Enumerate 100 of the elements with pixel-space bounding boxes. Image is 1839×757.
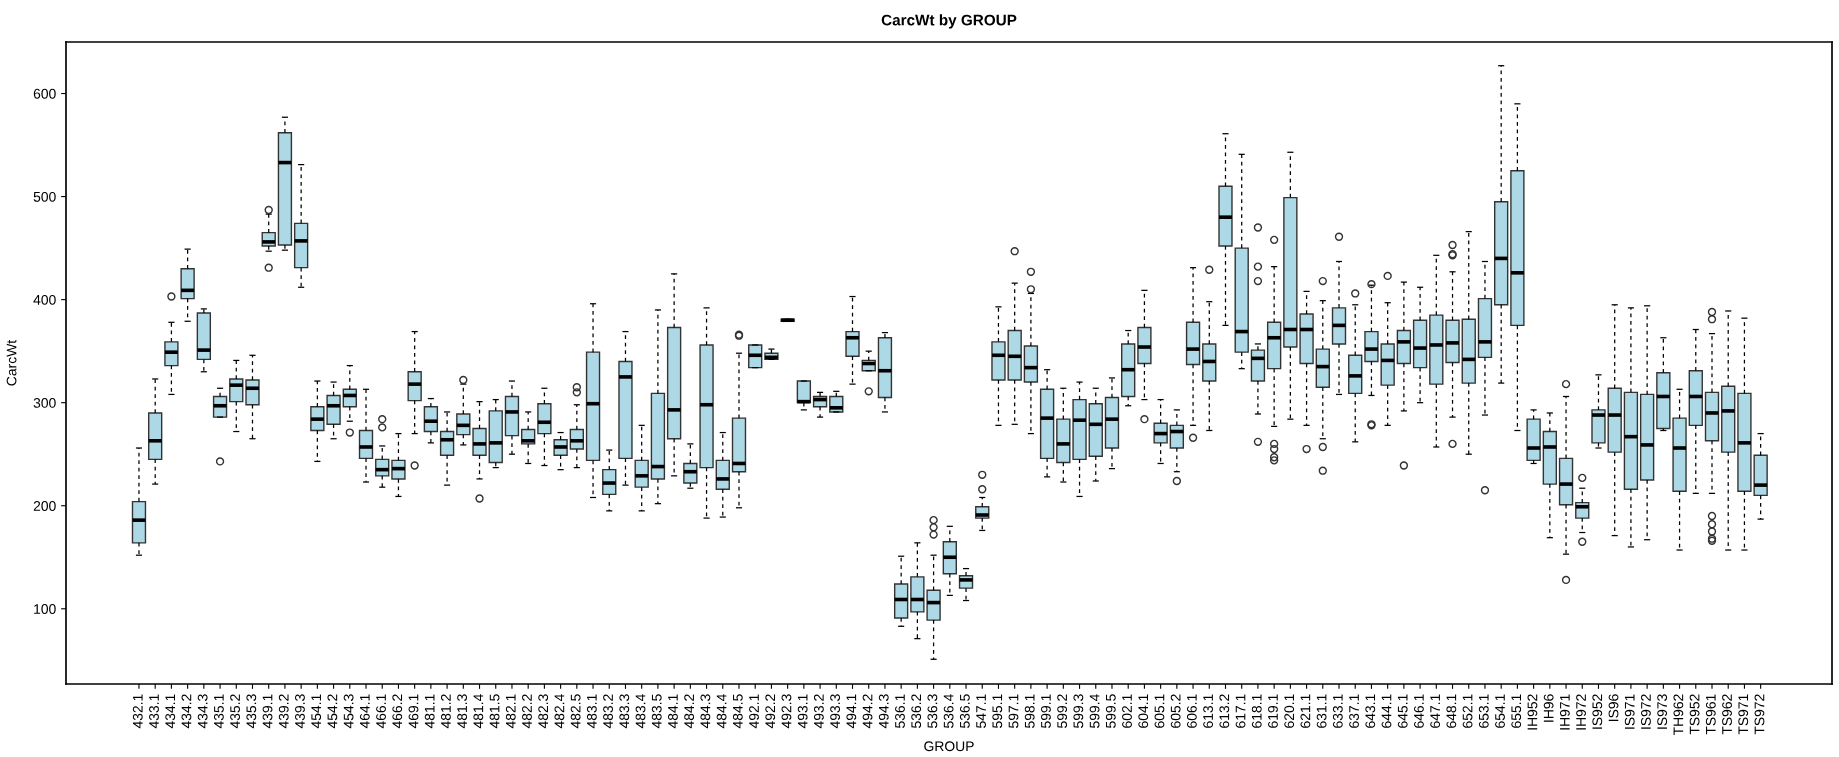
x-tick-label: 482.5 bbox=[570, 694, 581, 729]
x-tick-label: IS972 bbox=[1641, 694, 1651, 729]
y-tick-label: 100 bbox=[34, 604, 56, 614]
x-tick-label: 433.1 bbox=[149, 694, 159, 729]
x-tick-label: IS952 bbox=[1592, 694, 1603, 729]
x-tick-label: IH971 bbox=[1559, 694, 1570, 730]
x-tick-label: 644.1 bbox=[1381, 694, 1392, 728]
x-tick-label: TS972 bbox=[1754, 694, 1765, 735]
x-tick-label: 454.2 bbox=[327, 694, 338, 729]
x-tick-label: 481.4 bbox=[473, 694, 484, 729]
x-tick-label: IH96 bbox=[1543, 694, 1554, 722]
x-tick-label: 618.1 bbox=[1251, 694, 1262, 728]
x-tick-label: 482.3 bbox=[538, 694, 549, 729]
x-tick-label: 643.1 bbox=[1365, 694, 1376, 728]
x-tick-label: 435.2 bbox=[230, 694, 240, 729]
x-tick-label: 536.1 bbox=[895, 694, 905, 728]
x-tick-label: 439.2 bbox=[278, 694, 289, 729]
x-tick-label: 439.1 bbox=[262, 694, 273, 729]
x-tick-label: 483.1 bbox=[586, 694, 597, 729]
x-tick-label: 633.1 bbox=[1332, 694, 1343, 728]
y-axis-title: CarcWt bbox=[6, 339, 17, 386]
x-tick-label: 482.2 bbox=[522, 694, 532, 729]
x-tick-label: 482.1 bbox=[505, 694, 516, 729]
x-tick-label: 647.1 bbox=[1430, 694, 1441, 728]
x-tick-label: 648.1 bbox=[1446, 694, 1457, 728]
x-tick-label: 483.3 bbox=[619, 694, 630, 729]
x-tick-label: 483.4 bbox=[635, 694, 646, 729]
x-tick-label: 606.1 bbox=[1186, 694, 1197, 728]
x-tick-label: 599.2 bbox=[1057, 694, 1068, 728]
x-tick-label: 435.1 bbox=[213, 694, 224, 729]
x-tick-label: 469.1 bbox=[408, 694, 419, 729]
x-tick-label: 654.1 bbox=[1495, 694, 1505, 728]
y-tick-label: 300 bbox=[33, 398, 56, 408]
x-tick-label: 605.1 bbox=[1154, 694, 1165, 728]
x-tick-label: 484.3 bbox=[700, 694, 711, 729]
x-tick-label: 481.1 bbox=[424, 694, 435, 729]
x-tick-label: TH962 bbox=[1673, 694, 1684, 736]
x-tick-label: 536.2 bbox=[911, 694, 922, 728]
x-tick-label: 484.5 bbox=[732, 694, 743, 729]
x-tick-label: IH972 bbox=[1576, 694, 1586, 730]
x-tick-label: 613.1 bbox=[1203, 694, 1214, 728]
x-tick-label: 482.4 bbox=[554, 694, 565, 729]
x-tick-label: 621.1 bbox=[1300, 694, 1311, 728]
x-tick-label: 493.3 bbox=[830, 694, 841, 729]
x-tick-label: 432.1 bbox=[132, 694, 143, 729]
x-tick-label: IS96 bbox=[1608, 694, 1619, 722]
x-tick-label: 604.1 bbox=[1138, 694, 1149, 728]
y-tick-label: 200 bbox=[33, 501, 56, 511]
y-tick-label: 400 bbox=[33, 294, 56, 305]
x-tick-label: 483.2 bbox=[603, 694, 613, 729]
x-tick-label: 481.3 bbox=[457, 694, 468, 729]
x-tick-label: 653.1 bbox=[1478, 694, 1489, 728]
x-tick-label: 466.1 bbox=[376, 694, 386, 729]
x-tick-label: 536.3 bbox=[927, 694, 938, 728]
x-tick-label: 599.5 bbox=[1105, 694, 1116, 728]
x-tick-label: 547.1 bbox=[976, 694, 986, 728]
x-tick-label: 599.1 bbox=[1041, 694, 1051, 728]
x-tick-label: 454.1 bbox=[311, 694, 322, 729]
x-tick-label: 655.1 bbox=[1511, 694, 1522, 728]
x-tick-label: 536.5 bbox=[959, 694, 970, 728]
x-tick-label: 637.1 bbox=[1349, 694, 1359, 728]
x-tick-label: 464.1 bbox=[359, 694, 370, 729]
x-tick-label: 598.1 bbox=[1024, 694, 1035, 728]
x-tick-label: 599.3 bbox=[1073, 694, 1084, 728]
x-tick-label: TS961 bbox=[1705, 694, 1716, 735]
x-tick-label: 454.3 bbox=[343, 694, 354, 729]
x-tick-label: IS973 bbox=[1657, 694, 1668, 729]
x-tick-label: 494.2 bbox=[862, 694, 873, 729]
x-tick-label: 613.2 bbox=[1219, 694, 1230, 728]
x-tick-label: 484.4 bbox=[716, 694, 727, 729]
x-tick-label: TS952 bbox=[1689, 694, 1700, 735]
x-tick-label: 619.1 bbox=[1268, 694, 1278, 728]
x-tick-label: 484.1 bbox=[668, 694, 678, 729]
x-tick-label: 481.2 bbox=[440, 694, 451, 729]
x-tick-label: 483.5 bbox=[651, 694, 662, 729]
x-tick-label: 492.2 bbox=[765, 694, 776, 729]
x-tick-label: 631.1 bbox=[1316, 694, 1327, 728]
x-tick-label: IS971 bbox=[1624, 694, 1635, 729]
x-tick-label: 617.1 bbox=[1235, 694, 1246, 728]
chart-title: CarcWt by GROUP bbox=[881, 14, 1017, 29]
x-tick-label: 595.1 bbox=[992, 694, 1003, 728]
x-tick-label: 493.1 bbox=[797, 694, 808, 729]
x-tick-label: 492.3 bbox=[781, 694, 792, 729]
x-tick-label: 494.1 bbox=[846, 694, 857, 729]
x-tick-label: 494.3 bbox=[878, 694, 889, 729]
x-tick-label: 605.2 bbox=[1170, 694, 1181, 728]
x-tick-label: IH952 bbox=[1527, 694, 1538, 730]
x-tick-label: 434.3 bbox=[197, 694, 208, 729]
x-tick-label: TS971 bbox=[1738, 694, 1749, 735]
x-tick-label: 484.2 bbox=[684, 694, 695, 729]
x-tick-label: 493.2 bbox=[813, 694, 824, 729]
y-tick-label: 500 bbox=[33, 191, 56, 202]
x-tick-label: 536.4 bbox=[943, 694, 954, 728]
x-tick-label: TS962 bbox=[1722, 694, 1732, 735]
x-tick-label: 620.1 bbox=[1284, 694, 1295, 728]
x-tick-label: 599.4 bbox=[1089, 694, 1100, 728]
x-tick-label: 646.1 bbox=[1413, 694, 1424, 728]
x-tick-label: 434.2 bbox=[181, 694, 192, 729]
x-tick-label: 435.3 bbox=[246, 694, 257, 729]
x-tick-label: 434.1 bbox=[165, 694, 176, 729]
